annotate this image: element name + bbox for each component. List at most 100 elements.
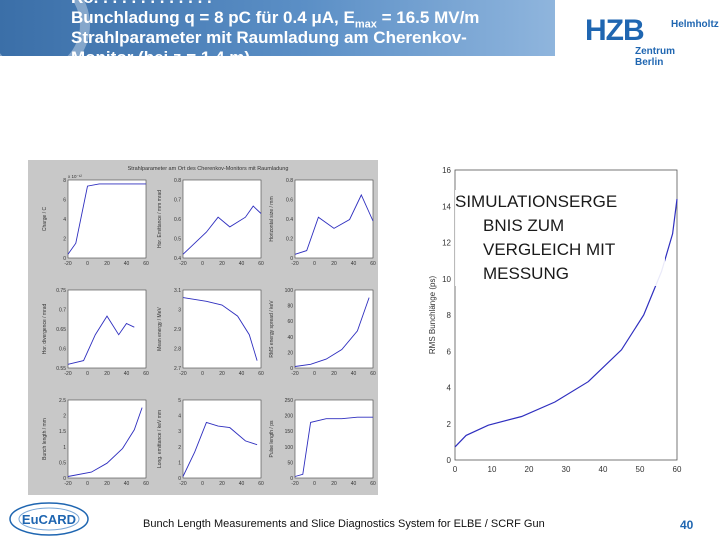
grid-panel-ytick: 150 bbox=[285, 429, 294, 435]
grid-panel-xtick: 40 bbox=[351, 371, 357, 377]
grid-panel-xtick: 20 bbox=[104, 371, 110, 377]
bunch-length-ytick: 6 bbox=[447, 347, 452, 356]
grid-panel-xtick: 20 bbox=[219, 261, 225, 267]
caption-line-1: SIMULATIONSERGE bbox=[455, 192, 618, 211]
grid-panel-frame bbox=[67, 179, 147, 259]
grid-panel-ytick: 60 bbox=[287, 319, 293, 325]
grid-panel-ytick: 1 bbox=[63, 445, 66, 451]
grid-panel-ylabel: RMS energy spread / keV bbox=[269, 300, 275, 358]
grid-panel-curve bbox=[294, 297, 370, 367]
grid-panel-ytick: 1.5 bbox=[59, 429, 66, 435]
grid-panel-ytick: 100 bbox=[285, 445, 294, 451]
grid-panel-xtick: -20 bbox=[291, 481, 298, 487]
grid-panel-frame bbox=[182, 179, 262, 259]
simulation-plot-grid-svg: Strahlparameter am Ort des Cherenkov-Mon… bbox=[42, 166, 376, 487]
grid-panel-frame bbox=[294, 399, 374, 479]
grid-panel-ytick: 3 bbox=[178, 308, 181, 314]
grid-panel-xtick: 20 bbox=[219, 481, 225, 487]
grid-panel-xtick: 20 bbox=[331, 261, 337, 267]
title-line-3: Monitor (bei z = 1.4 m) bbox=[71, 48, 250, 56]
grid-panel-xtick: 0 bbox=[313, 371, 316, 377]
caption-line-4: MESSUNG bbox=[483, 264, 569, 283]
bunch-length-ytick: 4 bbox=[447, 384, 452, 393]
bunch-length-ytick: 2 bbox=[447, 420, 452, 429]
grid-panel-xtick: 0 bbox=[313, 481, 316, 487]
grid-panel-xtick: 40 bbox=[124, 481, 130, 487]
grid-panel-ytick: 0.65 bbox=[56, 327, 66, 333]
eucard-logo-text: EuCARD bbox=[22, 512, 76, 527]
grid-panel-ytick: 8 bbox=[63, 178, 66, 184]
title-line-0: Ro. . . . . . . . . . . . . bbox=[71, 0, 212, 8]
grid-panel-ytick: 0 bbox=[63, 476, 66, 482]
simulation-plot-grid: Strahlparameter am Ort des Cherenkov-Mon… bbox=[28, 160, 378, 495]
grid-panel-ylabel: Long. emittance / keV mm bbox=[157, 410, 163, 468]
grid-panel-5: Mean energy / MeV 2.7 2.8 2.9 3 3.1 -20 0 20 40 60 bbox=[157, 288, 264, 377]
grid-panel-ytick: 3 bbox=[178, 429, 181, 435]
title-line-1: Bunchladung q = 8 pC für 0.4 μA, Emax = … bbox=[71, 8, 480, 31]
grid-panel-curve bbox=[67, 183, 146, 255]
grid-panel-ylabel: Charge / C bbox=[42, 207, 48, 232]
footer-caption: Bunch Length Measurements and Slice Diag… bbox=[143, 518, 545, 530]
bunch-length-ylabel: RMS Bunchlänge (ps) bbox=[428, 276, 437, 355]
grid-panel-xtick: -20 bbox=[179, 261, 186, 267]
hzb-logo: HZB Helmholtz Zentrum Berlin bbox=[585, 14, 719, 68]
grid-panel-ytick: 0.55 bbox=[56, 366, 66, 372]
grid-panel-xtick: 20 bbox=[331, 481, 337, 487]
grid-panel-xtick: 40 bbox=[239, 481, 245, 487]
grid-panel-ylabel: Hor. divergence / mrad bbox=[42, 303, 48, 354]
hzb-logo-zentrum: Zentrum Berlin bbox=[635, 46, 675, 68]
bunch-length-xtick: 40 bbox=[599, 465, 608, 474]
grid-panel-xtick: 60 bbox=[370, 261, 376, 267]
bunch-length-ytick: 8 bbox=[447, 311, 452, 320]
grid-panel-xtick: 40 bbox=[239, 261, 245, 267]
grid-panel-ytick: 5 bbox=[178, 398, 181, 404]
grid-panel-ytick: 0.7 bbox=[59, 308, 66, 314]
grid-panel-ytick: 0.8 bbox=[286, 178, 293, 184]
grid-panel-curve bbox=[182, 205, 262, 255]
grid-panel-ytick: 0.6 bbox=[286, 198, 293, 204]
grid-panel-xtick: 40 bbox=[351, 261, 357, 267]
grid-panel-ytick: 0.4 bbox=[286, 217, 293, 223]
grid-panel-xtick: -20 bbox=[179, 481, 186, 487]
grid-panel-ytick: 2.7 bbox=[174, 366, 181, 372]
grid-panel-ytick: 0.5 bbox=[174, 237, 181, 243]
grid-panel-ytick: 0 bbox=[290, 256, 293, 262]
grid-panel-ytick: 2.9 bbox=[174, 327, 181, 333]
bunch-length-xtick: 50 bbox=[636, 465, 645, 474]
grid-panel-curve bbox=[67, 315, 135, 365]
grid-panel-ytick: 2 bbox=[63, 414, 66, 420]
grid-panel-xtick: 60 bbox=[258, 261, 264, 267]
grid-panel-ytick: 0.6 bbox=[59, 347, 66, 353]
grid-title: Strahlparameter am Ort des Cherenkov-Mon… bbox=[128, 166, 289, 172]
bunch-length-xtick: 30 bbox=[562, 465, 571, 474]
grid-panel-ytick: 2.5 bbox=[59, 398, 66, 404]
grid-panel-ytick: 3.1 bbox=[174, 288, 181, 294]
grid-panel-xtick: 20 bbox=[219, 371, 225, 377]
eucard-logo-svg: EuCARD bbox=[9, 502, 89, 536]
grid-panel-frame bbox=[67, 399, 147, 479]
grid-panel-ytick: 0.7 bbox=[174, 198, 181, 204]
grid-panel-ylabel: Bunch length / mm bbox=[42, 418, 48, 460]
grid-panel-ytick: 0.5 bbox=[59, 460, 66, 466]
grid-panel-xtick: 60 bbox=[143, 261, 149, 267]
grid-panel-ytick: 4 bbox=[178, 414, 181, 420]
hzb-logo-helmholtz: Helmholtz bbox=[671, 19, 719, 30]
grid-panel-xtick: -20 bbox=[291, 371, 298, 377]
grid-panel-curve bbox=[182, 297, 258, 361]
grid-panel-ytick: 1 bbox=[178, 460, 181, 466]
grid-panel-frame bbox=[294, 289, 374, 369]
grid-panel-exponent: x 10⁻¹² bbox=[68, 174, 82, 179]
grid-panel-xtick: 20 bbox=[331, 371, 337, 377]
grid-panel-2: Hor. Emittance / mm mrad 0.4 0.5 0.6 0.7 0.8 -… bbox=[157, 178, 264, 267]
grid-panel-curve bbox=[294, 193, 374, 255]
hzb-logo-text: HZB bbox=[585, 14, 645, 47]
grid-panel-ytick: 0.4 bbox=[174, 256, 181, 262]
grid-panel-ylabel: Mean energy / MeV bbox=[157, 307, 163, 351]
bunch-length-xtick: 10 bbox=[488, 465, 497, 474]
title-line-2: Strahlparameter mit Raumladung am Cheren… bbox=[71, 28, 467, 47]
grid-panel-4: Hor. divergence / mrad 0.55 0.6 0.65 0.7 0.75… bbox=[42, 288, 149, 377]
